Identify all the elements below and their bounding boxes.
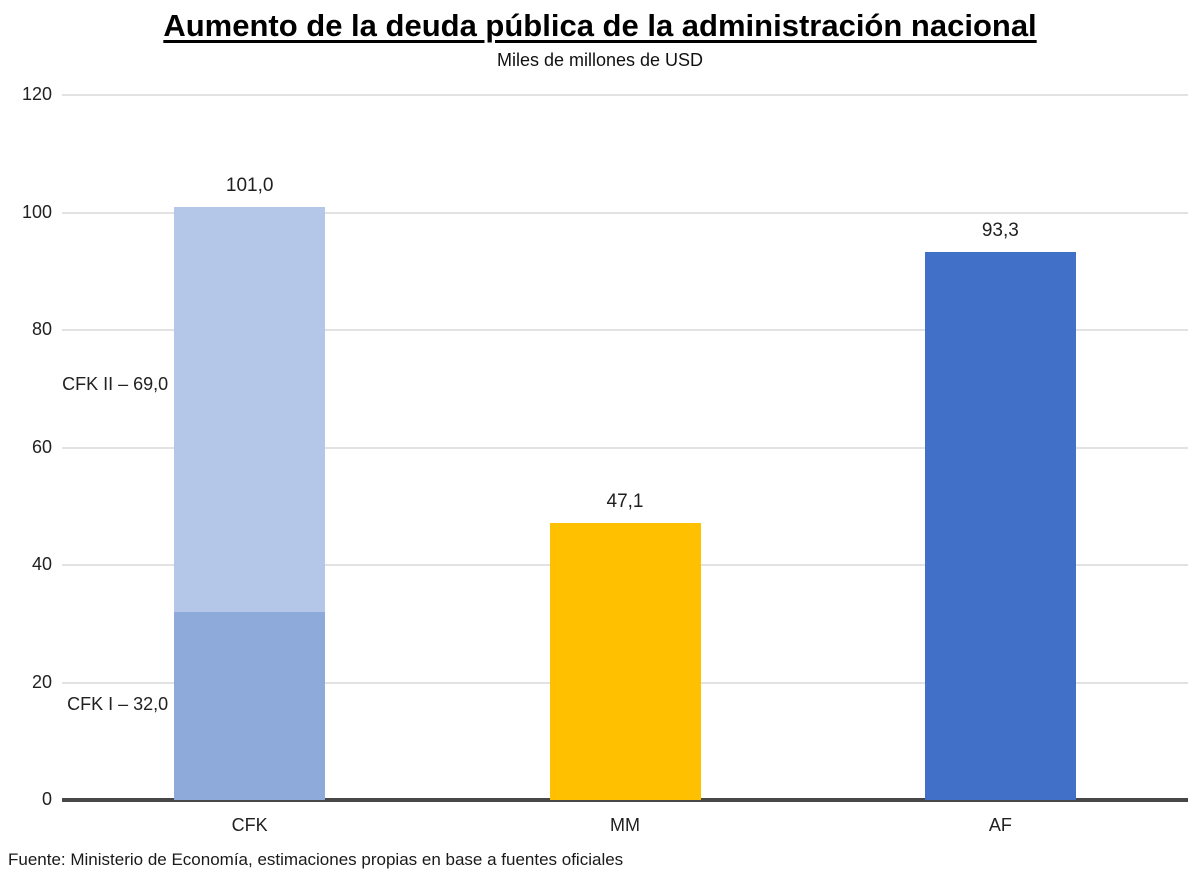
y-tick-label-80: 80 [31, 319, 52, 339]
bar-segment-af [924, 251, 1076, 800]
gridline-80 [62, 329, 1188, 331]
x-tick-label-cfk: CFK [231, 815, 268, 835]
y-tick-label-20: 20 [31, 671, 52, 692]
y-tick-label-60: 60 [31, 436, 52, 457]
annotation-cfk-i: CFK I – 32,0 [67, 694, 169, 714]
bar-segment-mm [549, 523, 701, 800]
x-tick-label-mm: MM [610, 815, 640, 835]
gridline-120 [62, 94, 1188, 96]
bar-segment-cfk-i [174, 612, 326, 800]
bar-segment-cfk-ii [174, 206, 326, 612]
y-tick-label-120: 120 [21, 84, 52, 104]
value-label-cfk: 101,0 [225, 174, 274, 196]
value-label-af: 93,3 [981, 219, 1019, 241]
x-axis-line [62, 798, 1188, 802]
chart-title: Aumento de la deuda pública de la admini… [163, 8, 1037, 43]
y-tick-label-40: 40 [31, 554, 52, 574]
source-note: Fuente: Ministerio de Economía, estimaci… [8, 850, 624, 869]
value-label-mm: 47,1 [606, 491, 644, 513]
x-tick-label-af: AF [988, 815, 1012, 835]
gridline-60 [62, 446, 1188, 449]
plot-area: 101,0 47,1 93,3 [62, 94, 1188, 802]
y-tick-label-0: 0 [41, 789, 52, 809]
y-tick-label-100: 100 [21, 201, 52, 222]
chart-subtitle: Miles de millones de USD [496, 50, 704, 70]
annotation-cfk-ii: CFK II – 69,0 [62, 373, 169, 394]
gridline-100 [62, 211, 1188, 214]
